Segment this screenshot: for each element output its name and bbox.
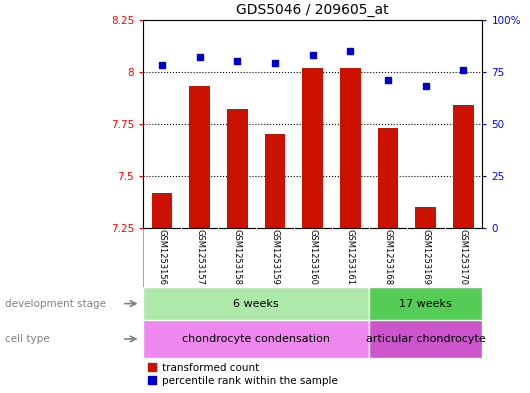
Bar bbox=[302, 68, 323, 228]
Title: GDS5046 / 209605_at: GDS5046 / 209605_at bbox=[236, 3, 389, 17]
Text: GSM1253158: GSM1253158 bbox=[233, 230, 242, 285]
Text: GSM1253161: GSM1253161 bbox=[346, 230, 355, 285]
Bar bbox=[152, 193, 172, 228]
Bar bbox=[340, 68, 361, 228]
Text: GSM1253157: GSM1253157 bbox=[195, 230, 204, 285]
Text: GSM1253156: GSM1253156 bbox=[157, 230, 166, 285]
Text: GSM1253168: GSM1253168 bbox=[384, 230, 393, 285]
Bar bbox=[369, 320, 482, 358]
Text: GSM1253170: GSM1253170 bbox=[459, 230, 468, 285]
Text: GSM1253160: GSM1253160 bbox=[308, 230, 317, 285]
Legend: transformed count, percentile rank within the sample: transformed count, percentile rank withi… bbox=[148, 363, 338, 386]
Bar bbox=[189, 86, 210, 228]
Text: 17 weeks: 17 weeks bbox=[400, 299, 452, 309]
Bar bbox=[369, 287, 482, 320]
Bar bbox=[143, 287, 369, 320]
Bar bbox=[264, 134, 285, 228]
Text: 6 weeks: 6 weeks bbox=[233, 299, 279, 309]
Bar bbox=[453, 105, 474, 228]
Text: development stage: development stage bbox=[5, 299, 107, 309]
Text: GSM1253169: GSM1253169 bbox=[421, 230, 430, 285]
Bar bbox=[227, 109, 248, 228]
Bar bbox=[143, 320, 369, 358]
Text: chondrocyte condensation: chondrocyte condensation bbox=[182, 334, 330, 344]
Text: GSM1253159: GSM1253159 bbox=[270, 230, 279, 285]
Text: articular chondrocyte: articular chondrocyte bbox=[366, 334, 485, 344]
Bar bbox=[416, 207, 436, 228]
Text: cell type: cell type bbox=[5, 334, 50, 344]
Bar bbox=[378, 128, 399, 228]
